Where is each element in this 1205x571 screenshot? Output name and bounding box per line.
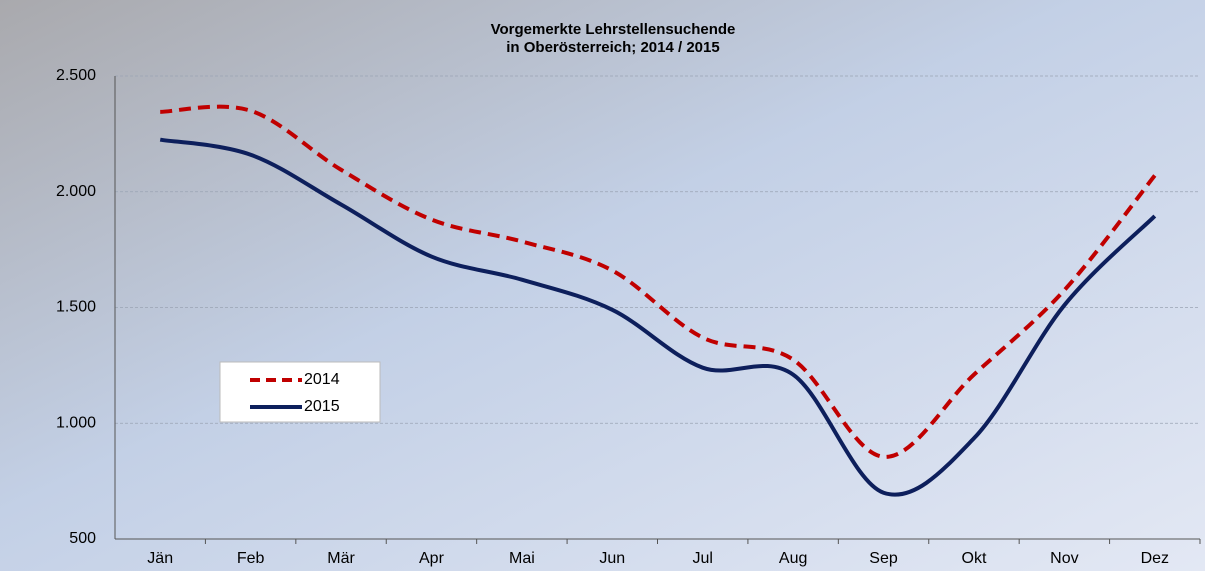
x-tick-label: Mai: [509, 550, 535, 567]
series-line: [160, 104, 1157, 459]
y-tick-label: 2.500: [56, 67, 96, 84]
legend-box: [219, 361, 381, 423]
x-tick-label: Jän: [147, 550, 173, 567]
y-tick-label: 1.500: [56, 299, 96, 316]
series-line: [159, 137, 1157, 497]
x-tick-label: Feb: [237, 550, 265, 567]
legend-label: 2015: [304, 398, 340, 415]
y-tick-label: 500: [69, 530, 96, 547]
x-tick-label: Aug: [779, 550, 807, 567]
legend-label: 2014: [304, 371, 340, 388]
y-tick-label: 2.000: [56, 183, 96, 200]
chart-title: Vorgemerkte Lehrstellensuchende: [491, 21, 736, 38]
x-tick-label: Okt: [962, 550, 987, 567]
y-tick-label: 1.000: [56, 414, 96, 431]
x-tick-label: Jul: [692, 550, 712, 567]
x-tick-label: Jun: [599, 550, 625, 567]
x-tick-label: Mär: [327, 550, 355, 567]
x-tick-label: Nov: [1050, 550, 1078, 567]
chart-subtitle: in Oberösterreich; 2014 / 2015: [506, 39, 719, 56]
x-tick-label: Sep: [869, 550, 898, 567]
x-tick-label: Apr: [419, 550, 445, 567]
x-tick-label: Dez: [1141, 550, 1169, 567]
